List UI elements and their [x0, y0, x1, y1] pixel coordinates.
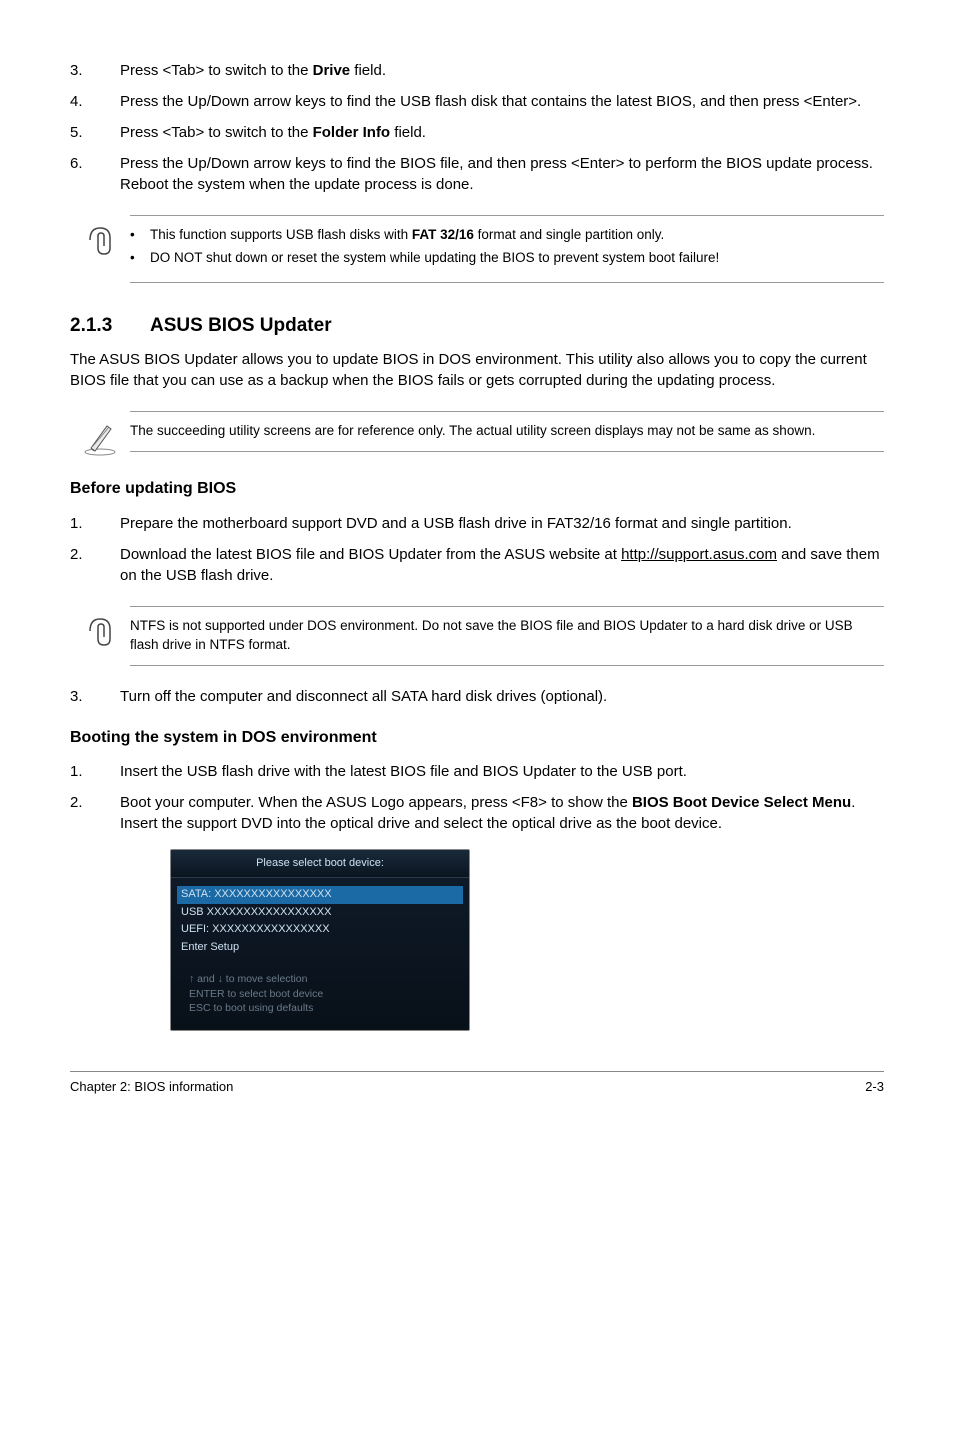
step-text: Press the Up/Down arrow keys to find the… — [120, 153, 884, 195]
booting-heading: Booting the system in DOS environment — [70, 727, 884, 749]
step-number: 2. — [70, 792, 120, 834]
step-number: 4. — [70, 91, 120, 112]
step-text: Insert the USB flash drive with the late… — [120, 761, 884, 782]
footer-page-number: 2-3 — [865, 1078, 884, 1096]
step-text: Boot your computer. When the ASUS Logo a… — [120, 792, 884, 834]
note-caution-2: NTFS is not supported under DOS environm… — [70, 606, 884, 666]
boot-option[interactable]: UEFI: XXXXXXXXXXXXXXXX — [181, 921, 459, 938]
boot-option-selected[interactable]: SATA: XXXXXXXXXXXXXXXX — [177, 886, 463, 903]
boot-option[interactable]: USB XXXXXXXXXXXXXXXXX — [181, 904, 459, 921]
step-text: Press the Up/Down arrow keys to find the… — [120, 91, 884, 112]
step-text: Prepare the motherboard support DVD and … — [120, 513, 884, 534]
step-5: 5. Press <Tab> to switch to the Folder I… — [70, 122, 884, 143]
boot-menu-hints: ↑ and ↓ to move selection ENTER to selec… — [181, 966, 459, 1022]
step-number: 3. — [70, 60, 120, 81]
hint-line: ↑ and ↓ to move selection — [189, 972, 451, 987]
hint-line: ENTER to select boot device — [189, 987, 451, 1002]
top-steps: 3. Press <Tab> to switch to the Drive fi… — [70, 60, 884, 195]
booting-step-2: 2. Boot your computer. When the ASUS Log… — [70, 792, 884, 834]
step-text: Press <Tab> to switch to the Drive field… — [120, 60, 884, 81]
boot-menu-body: SATA: XXXXXXXXXXXXXXXX USB XXXXXXXXXXXXX… — [171, 878, 469, 1030]
paperclip-icon — [70, 606, 130, 651]
step-3-turnoff: 3. Turn off the computer and disconnect … — [70, 686, 884, 707]
step-4: 4. Press the Up/Down arrow keys to find … — [70, 91, 884, 112]
before-step-1: 1. Prepare the motherboard support DVD a… — [70, 513, 884, 534]
section-title: ASUS BIOS Updater — [150, 315, 332, 336]
step-number: 2. — [70, 544, 120, 586]
section-intro: The ASUS BIOS Updater allows you to upda… — [70, 349, 884, 391]
step-number: 3. — [70, 686, 120, 707]
support-link[interactable]: http://support.asus.com — [621, 546, 777, 563]
boot-device-menu: Please select boot device: SATA: XXXXXXX… — [170, 849, 470, 1031]
note-content: The succeeding utility screens are for r… — [130, 411, 884, 452]
before-heading: Before updating BIOS — [70, 478, 884, 500]
step-number: 1. — [70, 761, 120, 782]
note-content: NTFS is not supported under DOS environm… — [130, 606, 884, 666]
section-number: 2.1.3 — [70, 313, 150, 340]
step-3: 3. Press <Tab> to switch to the Drive fi… — [70, 60, 884, 81]
paperclip-icon — [70, 215, 130, 260]
boot-option[interactable]: Enter Setup — [181, 939, 459, 956]
step-6: 6. Press the Up/Down arrow keys to find … — [70, 153, 884, 195]
hint-line: ESC to boot using defaults — [189, 1001, 451, 1016]
step-text: Press <Tab> to switch to the Folder Info… — [120, 122, 884, 143]
pencil-icon — [70, 411, 130, 458]
step-number: 6. — [70, 153, 120, 195]
section-heading: 2.1.3ASUS BIOS Updater — [70, 313, 884, 340]
footer-chapter: Chapter 2: BIOS information — [70, 1078, 233, 1096]
note-info: The succeeding utility screens are for r… — [70, 411, 884, 458]
step-number: 1. — [70, 513, 120, 534]
page-footer: Chapter 2: BIOS information 2-3 — [70, 1071, 884, 1096]
boot-menu-header: Please select boot device: — [171, 850, 469, 878]
step-text: Download the latest BIOS file and BIOS U… — [120, 544, 884, 586]
booting-step-1: 1. Insert the USB flash drive with the l… — [70, 761, 884, 782]
step-text: Turn off the computer and disconnect all… — [120, 686, 884, 707]
before-step-2: 2. Download the latest BIOS file and BIO… — [70, 544, 884, 586]
note-content: •This function supports USB flash disks … — [130, 215, 884, 283]
step-number: 5. — [70, 122, 120, 143]
note-caution-1: •This function supports USB flash disks … — [70, 215, 884, 283]
